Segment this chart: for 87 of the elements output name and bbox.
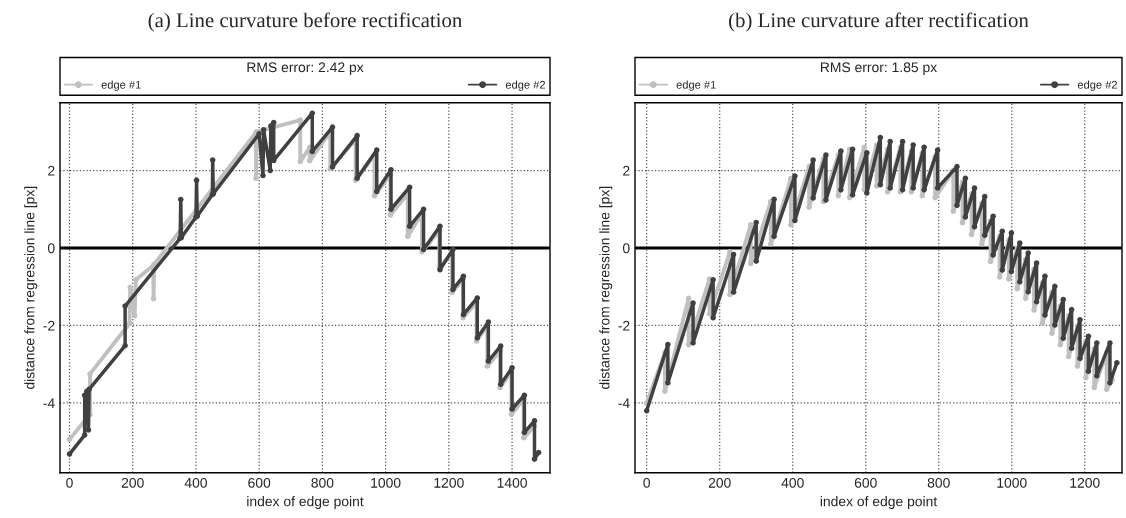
y-tick-label: -2 [43,320,55,331]
point [131,313,138,319]
point [485,319,492,325]
point [122,342,128,349]
x-tick-label: 600 [248,477,271,488]
y-tick-label: 2 [48,165,55,176]
point [497,343,504,349]
point [309,148,316,155]
point [133,276,139,283]
point [509,406,515,412]
point [66,436,73,443]
point [270,119,277,126]
point [193,177,200,183]
point [127,284,133,291]
point [520,435,527,441]
point [484,363,491,369]
point [354,132,360,139]
x-tick-label: 0 [643,477,650,488]
point [297,117,304,123]
point [531,418,538,424]
x-tick-label: 400 [184,477,207,488]
point [85,427,92,433]
point [260,172,266,179]
x-tick-label: 1200 [434,477,464,488]
x-tick-label: 1400 [497,477,527,488]
point [521,429,528,436]
point [373,147,380,153]
point [373,188,380,195]
x-tick-label: 1000 [997,477,1027,488]
point [509,364,515,371]
point [309,110,316,116]
point [387,212,394,218]
point [126,320,133,327]
y-tick-label: -4 [43,398,55,408]
point [371,192,378,199]
x-axis-title: index of edge point [247,496,364,510]
point [150,295,157,302]
chart-title: (b) Line curvature after rectification [729,12,1029,32]
x-tick-label: 200 [121,477,144,488]
y-tick-label: -2 [618,320,630,331]
point [521,392,528,398]
point [66,451,73,457]
chart-title: (a) Line curvature before rectification [148,12,462,32]
point [267,167,273,174]
point [535,449,542,456]
point [508,411,515,418]
point [420,206,427,213]
x-tick-label: 0 [66,477,73,488]
point [474,295,481,301]
point [531,456,538,462]
point [485,358,492,364]
y-tick-label: 2 [623,165,630,176]
point [253,175,259,182]
y-axis-title: distance from regression line [px] [24,186,38,390]
point [406,223,413,230]
legend-label: edge #1 [676,80,716,91]
point [404,233,411,240]
x-tick-label: 600 [854,477,877,488]
x-tick-label: 1000 [371,477,401,488]
legend-label: edge #2 [1077,80,1117,91]
point [388,206,394,213]
point [406,184,413,190]
point [388,166,394,173]
x-tick-label: 400 [781,477,804,488]
point [329,124,336,130]
point [177,196,184,203]
point [260,127,267,133]
point [297,158,304,165]
legend-label: edge #1 [101,80,141,91]
x-tick-label: 1200 [1070,477,1100,488]
point [122,303,128,309]
x-tick-label: 200 [708,477,731,488]
point [81,432,88,438]
x-tick-label: 800 [311,477,334,488]
point [437,223,443,230]
y-axis-title: distance from regression line [px] [599,186,613,390]
legend-title: RMS error: 1.85 px [820,62,938,75]
y-tick-label: 0 [47,243,55,254]
x-axis-title: index of edge point [820,496,938,510]
point [87,371,93,377]
legend-label: edge #2 [505,80,545,91]
point [306,158,313,164]
y-tick-label: -4 [618,398,630,408]
point [209,157,216,163]
x-tick-label: 800 [927,477,950,488]
y-tick-label: 0 [622,243,630,254]
legend-title: RMS error: 2.42 px [247,62,364,75]
